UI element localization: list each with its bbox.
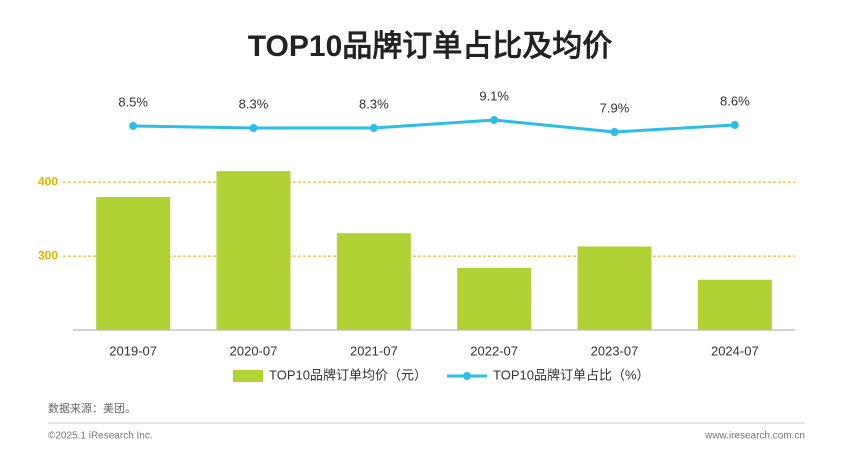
legend-swatch — [463, 372, 471, 380]
legend-swatch — [233, 370, 263, 382]
x-tick-label: 2019-07 — [109, 343, 157, 358]
bar — [336, 233, 411, 330]
line — [133, 118, 735, 134]
data-label: 8.6% — [720, 93, 750, 108]
legend-label: TOP10品牌订单占比（%） — [493, 367, 650, 382]
line-point — [610, 128, 619, 136]
x-tick-label: 2023-07 — [591, 343, 639, 358]
source: 数据来源：美团。 — [48, 401, 136, 415]
x-tick-label: 2020-07 — [230, 343, 278, 358]
legend-label: TOP10品牌订单均价（元） — [269, 367, 427, 382]
y-tick-label: 300 — [38, 248, 58, 262]
bar — [697, 279, 772, 330]
copyright: ©2025.1 iResearch Inc. — [48, 431, 153, 442]
data-label: 7.9% — [600, 100, 630, 115]
bar — [457, 267, 532, 330]
data-label: 8.3% — [359, 96, 389, 111]
line-point — [730, 121, 739, 129]
bar — [216, 171, 291, 330]
data-label: 9.1% — [479, 88, 509, 103]
x-tick-label: 2022-07 — [470, 343, 518, 358]
x-tick-label: 2021-07 — [350, 343, 398, 358]
line-point — [129, 122, 138, 130]
bar — [577, 246, 652, 330]
line-point — [249, 124, 258, 132]
data-label: 8.3% — [239, 96, 269, 111]
website: www.iresearch.com.cn — [704, 431, 805, 442]
chart-title: TOP10品牌订单占比及均价 — [248, 30, 613, 63]
bar — [96, 196, 171, 330]
x-tick-label: 2024-07 — [711, 343, 759, 358]
y-tick-label: 400 — [38, 174, 58, 188]
data-label: 8.5% — [118, 94, 148, 109]
line-point — [490, 116, 499, 124]
line-point — [369, 124, 378, 132]
